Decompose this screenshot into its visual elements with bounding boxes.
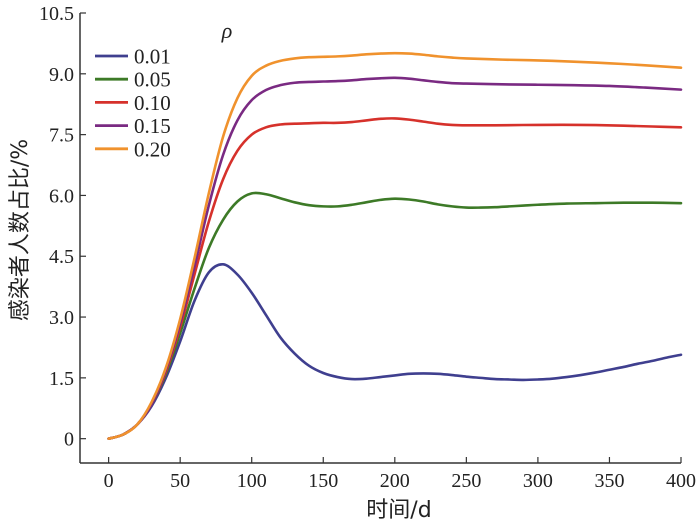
legend-entry-label: 0.05 <box>134 68 171 92</box>
y-tick-label: 6.0 <box>49 185 74 207</box>
ticks: 0 50 100 150 200 250 300 350 400 0 1.5 3.0 4.5 6.0 7.5… <box>39 3 696 492</box>
y-tick-label: 10.5 <box>39 3 74 25</box>
y-tick-label: 1.5 <box>49 368 74 390</box>
x-tick-label: 250 <box>451 470 481 492</box>
legend-title: ρ <box>221 18 233 43</box>
x-tick-label: 50 <box>170 470 190 492</box>
legend-entry-label: 0.15 <box>134 114 171 138</box>
legend-entry-label: 0.01 <box>134 45 171 69</box>
y-tick-label: 3.0 <box>49 307 74 329</box>
x-tick-label: 100 <box>237 470 267 492</box>
legend-entry-label: 0.10 <box>134 91 171 115</box>
x-tick-label: 300 <box>523 470 553 492</box>
series-line-0-20 <box>107 51 683 440</box>
series-layer <box>107 51 683 440</box>
x-tick-label: 350 <box>594 470 624 492</box>
x-tick-label: 400 <box>666 470 696 492</box>
legend-entry-label: 0.20 <box>134 137 171 161</box>
x-tick-label: 150 <box>308 470 338 492</box>
series-line-0-10 <box>107 117 683 440</box>
legend: ρ 0.010.050.100.150.20 <box>95 18 232 161</box>
x-tick-label: 200 <box>380 470 410 492</box>
y-tick-label: 9.0 <box>49 64 74 86</box>
x-axis-title: 时间/d <box>366 498 431 523</box>
series-line-0-05 <box>107 191 683 440</box>
series-line-0-01 <box>107 263 683 440</box>
x-tick-label: 0 <box>104 470 114 492</box>
y-tick-label: 7.5 <box>49 125 74 147</box>
y-tick-label: 0 <box>64 429 74 451</box>
y-tick-label: 4.5 <box>49 246 74 268</box>
y-axis-title: 感染者人数占比/% <box>8 139 33 321</box>
